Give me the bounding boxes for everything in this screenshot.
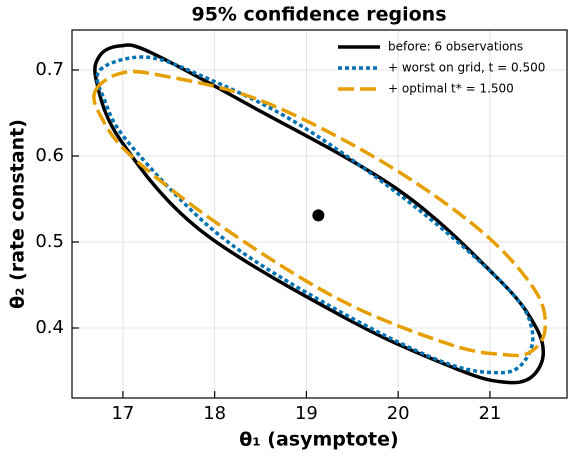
x-axis-label: θ₁ (asymptote) xyxy=(239,429,398,451)
legend-label: + optimal t* = 1.500 xyxy=(388,82,514,96)
center-point xyxy=(312,209,325,222)
x-tick-label: 20 xyxy=(387,403,410,424)
y-tick-label: 0.6 xyxy=(35,145,64,166)
legend-label: before: 6 observations xyxy=(388,40,523,54)
legend-label: + worst on grid, t = 0.500 xyxy=(388,61,545,75)
series-line xyxy=(93,43,546,385)
series-line xyxy=(92,69,548,358)
y-tick-label: 0.7 xyxy=(35,59,64,80)
y-tick-label: 0.5 xyxy=(35,231,64,252)
chart-title: 95% confidence regions xyxy=(191,4,446,26)
y-tick-label: 0.4 xyxy=(35,317,64,338)
x-tick-label: 18 xyxy=(203,403,226,424)
x-tick-label: 17 xyxy=(111,403,134,424)
y-axis-label: θ₂ (rate constant) xyxy=(7,119,29,309)
x-tick-label: 19 xyxy=(295,403,318,424)
x-tick-label: 21 xyxy=(478,403,501,424)
plot-frame xyxy=(71,29,568,399)
